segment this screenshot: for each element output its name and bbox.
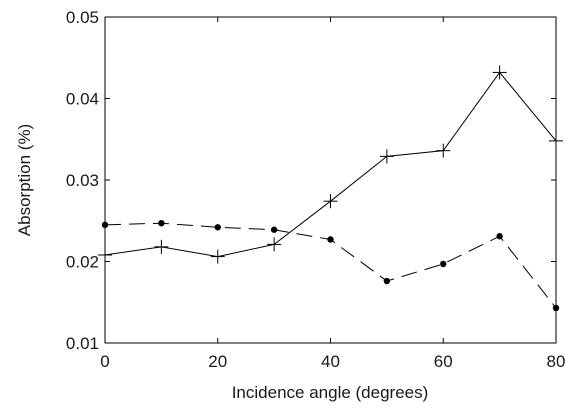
dot-marker bbox=[270, 226, 278, 233]
dot-marker bbox=[383, 277, 391, 285]
x-tick-label: 0 bbox=[100, 352, 109, 371]
x-tick-label: 80 bbox=[547, 352, 565, 371]
x-axis-label: Incidence angle (degrees) bbox=[232, 383, 429, 402]
dot-marker bbox=[214, 224, 221, 231]
plus-marker bbox=[98, 247, 112, 262]
series-layer bbox=[98, 65, 563, 312]
y-axis-label: Absorption (%) bbox=[15, 124, 34, 236]
dot-marker bbox=[496, 233, 503, 240]
plus-marker bbox=[323, 194, 338, 209]
plus-marker bbox=[549, 133, 563, 148]
y-tick-label: 0.03 bbox=[66, 171, 99, 190]
dot-marker bbox=[552, 304, 560, 312]
dot-marker bbox=[440, 260, 447, 268]
plus-marker bbox=[436, 143, 451, 158]
x-tick-label: 60 bbox=[434, 352, 453, 371]
x-tick-label: 20 bbox=[208, 352, 227, 371]
dot-marker bbox=[101, 221, 109, 229]
plot-area bbox=[104, 16, 557, 344]
plus-marker bbox=[154, 239, 169, 254]
axis-ticks: 0 20 40 60 80 0.01 0.02 0.03 0.04 0.05 bbox=[66, 8, 565, 371]
y-tick-label: 0.05 bbox=[66, 8, 99, 27]
x-tick-label: 40 bbox=[321, 352, 340, 371]
dot-marker bbox=[158, 219, 165, 227]
dot-marker bbox=[327, 236, 334, 243]
y-tick-label: 0.01 bbox=[66, 334, 99, 353]
y-tick-label: 0.04 bbox=[66, 90, 99, 109]
plus-marker bbox=[267, 237, 282, 252]
y-tick-label: 0.02 bbox=[66, 253, 99, 272]
plus-marker bbox=[210, 249, 225, 264]
plus-marker bbox=[379, 149, 394, 164]
plus-marker bbox=[492, 65, 507, 80]
